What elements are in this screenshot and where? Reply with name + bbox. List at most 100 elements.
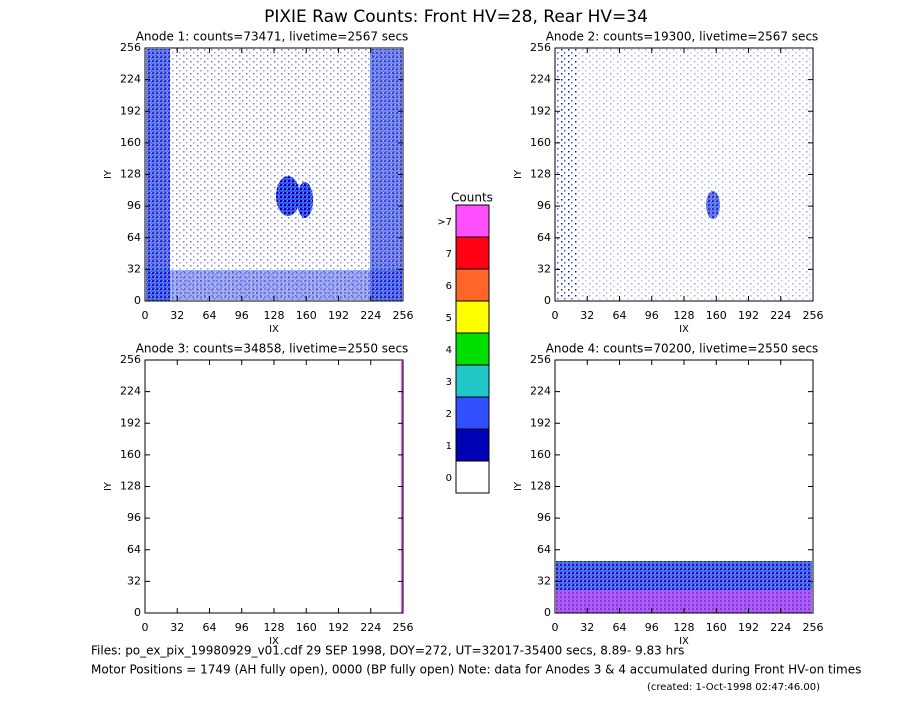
x-tick-label: 0 [552, 621, 559, 634]
x-tick-label: 64 [203, 621, 217, 634]
y-tick-label: 128 [120, 480, 141, 493]
colorbar-label: 4 [446, 345, 452, 356]
y-axis-label: IY [513, 169, 524, 179]
colorbar-label: 6 [446, 281, 452, 292]
y-tick-label: 256 [530, 41, 551, 54]
y-tick-label: 32 [537, 574, 551, 587]
y-tick-label: 32 [127, 574, 141, 587]
y-tick-label: 160 [530, 136, 551, 149]
y-tick-label: 64 [127, 543, 141, 556]
y-axis-label: IY [103, 481, 114, 491]
x-axis-label: IX [679, 324, 689, 335]
colorbar-label: 0 [446, 473, 452, 484]
y-tick-label: 224 [530, 385, 551, 398]
x-tick-label: 192 [328, 309, 349, 322]
colorbar-swatch [455, 268, 490, 302]
x-axis-label: IX [269, 636, 279, 647]
colorbar-swatch [455, 236, 490, 270]
y-axis-label: IY [513, 481, 524, 491]
x-tick-label: 64 [613, 309, 627, 322]
x-tick-label: 32 [170, 309, 184, 322]
y-tick-label: 32 [537, 262, 551, 275]
colorbar-label: 5 [446, 313, 452, 324]
x-tick-label: 160 [706, 621, 727, 634]
x-tick-label: 96 [645, 309, 659, 322]
y-tick-label: 64 [127, 231, 141, 244]
y-tick-label: 32 [127, 262, 141, 275]
y-tick-label: 128 [530, 168, 551, 181]
y-tick-label: 256 [120, 353, 141, 366]
x-tick-label: 32 [580, 621, 594, 634]
x-tick-label: 192 [738, 621, 759, 634]
y-tick-label: 224 [120, 385, 141, 398]
colorbar-swatch [455, 460, 490, 494]
y-tick-label: 0 [134, 294, 141, 307]
x-tick-label: 192 [738, 309, 759, 322]
y-tick-label: 96 [537, 511, 551, 524]
page-title: PIXIE Raw Counts: Front HV=28, Rear HV=3… [264, 7, 648, 27]
colorbar-swatch [455, 396, 490, 430]
y-tick-label: 224 [120, 73, 141, 86]
x-tick-label: 96 [235, 621, 249, 634]
x-tick-label: 160 [706, 309, 727, 322]
y-tick-label: 192 [120, 416, 141, 429]
x-tick-label: 64 [203, 309, 217, 322]
x-tick-label: 128 [674, 621, 695, 634]
x-tick-label: 224 [770, 309, 791, 322]
x-tick-label: 64 [613, 621, 627, 634]
colorbar-label: 1 [446, 441, 452, 452]
x-tick-label: 192 [328, 621, 349, 634]
x-tick-label: 32 [170, 621, 184, 634]
x-tick-label: 160 [296, 621, 317, 634]
x-tick-label: 0 [552, 309, 559, 322]
panel-title: Anode 3: counts=34858, livetime=2550 sec… [136, 342, 409, 356]
x-tick-label: 224 [770, 621, 791, 634]
x-tick-label: 128 [264, 621, 285, 634]
x-axis-label: IX [269, 324, 279, 335]
x-tick-label: 256 [803, 621, 824, 634]
colorbar-swatch [455, 332, 490, 366]
colorbar-swatch [455, 300, 490, 334]
x-tick-label: 0 [142, 309, 149, 322]
colorbar-swatch [455, 364, 490, 398]
x-tick-label: 256 [393, 621, 414, 634]
panel-title: Anode 2: counts=19300, livetime=2567 sec… [546, 30, 819, 44]
plot-frame [144, 359, 404, 614]
x-tick-label: 224 [360, 309, 381, 322]
y-tick-label: 0 [544, 606, 551, 619]
y-tick-label: 0 [544, 294, 551, 307]
y-tick-label: 0 [134, 606, 141, 619]
footer-motor: Motor Positions = 1749 (AH fully open), … [91, 663, 861, 677]
panel-title: Anode 1: counts=73471, livetime=2567 sec… [136, 30, 409, 44]
x-tick-label: 128 [264, 309, 285, 322]
y-tick-label: 128 [120, 168, 141, 181]
y-tick-label: 192 [120, 104, 141, 117]
x-tick-label: 256 [393, 309, 414, 322]
x-tick-label: 256 [803, 309, 824, 322]
x-tick-label: 160 [296, 309, 317, 322]
y-tick-label: 192 [530, 104, 551, 117]
y-tick-label: 160 [120, 448, 141, 461]
x-tick-label: 128 [674, 309, 695, 322]
y-tick-label: 160 [120, 136, 141, 149]
y-tick-label: 64 [537, 231, 551, 244]
footer-created: (created: 1-Oct-1998 02:47:46.00) [647, 682, 820, 693]
y-tick-label: 256 [530, 353, 551, 366]
x-axis-label: IX [679, 636, 689, 647]
y-axis-label: IY [103, 169, 114, 179]
y-tick-label: 96 [127, 199, 141, 212]
y-tick-label: 224 [530, 73, 551, 86]
image-texture [146, 49, 812, 613]
panel-title: Anode 4: counts=70200, livetime=2550 sec… [546, 342, 819, 356]
x-tick-label: 0 [142, 621, 149, 634]
footer-files: Files: po_ex_pix_19980929_v01.cdf 29 SEP… [91, 644, 684, 658]
x-tick-label: 96 [645, 621, 659, 634]
colorbar-label: >7 [437, 217, 452, 228]
x-tick-label: 96 [235, 309, 249, 322]
x-tick-label: 224 [360, 621, 381, 634]
colorbar-label: 3 [446, 377, 452, 388]
colorbar-label: 2 [446, 409, 452, 420]
colorbar-title: Counts [451, 191, 493, 205]
x-tick-label: 32 [580, 309, 594, 322]
